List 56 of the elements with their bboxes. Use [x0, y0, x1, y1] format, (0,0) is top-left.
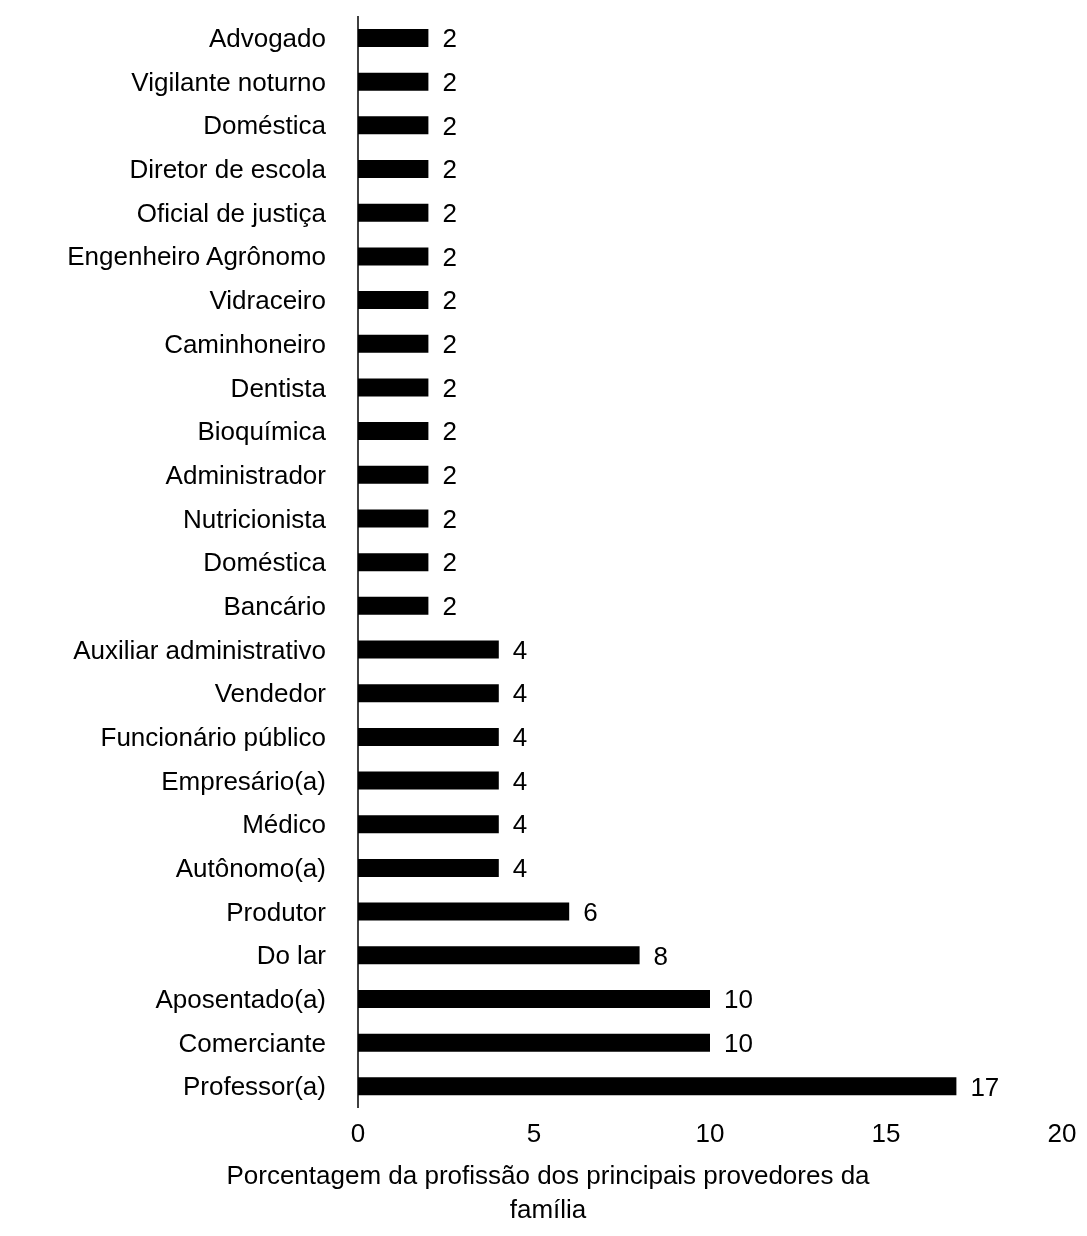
y-tick-label: Diretor de escola: [129, 154, 327, 185]
y-tick-label: Advogado: [208, 23, 326, 54]
data-label: 4: [512, 634, 528, 665]
data-label: 2: [442, 154, 457, 185]
data-label: 8: [653, 940, 669, 971]
y-tick-label: Engenheiro Agrônomo: [67, 241, 326, 272]
y-tick-label: Caminhoneiro: [164, 328, 326, 359]
y-tick-label: Doméstica: [203, 110, 327, 141]
x-tick-label: 5: [526, 1118, 542, 1149]
y-tick-label: Dentista: [230, 372, 327, 403]
y-tick-label: Comerciante: [178, 1027, 326, 1058]
data-label: 4: [512, 765, 528, 796]
x-tick-label: 0: [350, 1118, 366, 1149]
data-label: 4: [512, 853, 528, 884]
y-tick-label: Oficial de justiça: [136, 197, 327, 228]
y-tick-label: Nutricionista: [182, 503, 327, 534]
y-tick-label: Doméstica: [203, 547, 327, 578]
y-tick-label: Professor(a): [182, 1071, 326, 1102]
data-label: 2: [442, 416, 457, 447]
data-label: 4: [512, 809, 528, 840]
x-tick-label: 15: [871, 1118, 901, 1149]
y-tick-label: Administrador: [165, 459, 327, 490]
data-label: 2: [442, 503, 457, 534]
data-label: 10: [724, 1027, 753, 1058]
data-label: 2: [442, 285, 457, 316]
data-label: 4: [512, 678, 528, 709]
data-label: 4: [512, 722, 528, 753]
data-label: 2: [442, 460, 457, 491]
x-tick-label: 10: [695, 1118, 725, 1149]
data-label: 6: [583, 896, 598, 927]
y-tick-label: Vidraceiro: [209, 285, 326, 316]
data-label: 2: [442, 66, 457, 97]
y-tick-label: Bioquímica: [197, 416, 327, 447]
x-tick-label: 20: [1047, 1118, 1077, 1149]
y-tick-label: Auxiliar administrativo: [73, 634, 326, 665]
y-tick-label: Médico: [242, 809, 326, 840]
data-label: 2: [442, 110, 457, 141]
data-label: 2: [442, 328, 457, 359]
y-tick-label: Do lar: [256, 940, 327, 971]
data-label: 10: [724, 984, 753, 1015]
x-axis-title: Porcentagem da profissão dos principais provedores da família: [225, 1159, 871, 1226]
data-label: 17: [970, 1071, 1000, 1102]
y-tick-label: Aposentado(a): [155, 984, 326, 1015]
data-label: 2: [442, 241, 457, 272]
y-tick-label: Empresário(a): [161, 765, 326, 796]
y-tick-label: Produtor: [226, 896, 327, 927]
y-tick-label: Vigilante noturno: [131, 66, 326, 97]
data-label: 2: [442, 23, 457, 54]
data-label: 2: [442, 591, 457, 622]
y-tick-label: Funcionário público: [100, 721, 326, 752]
y-tick-label: Bancário: [223, 590, 326, 621]
data-label: 2: [442, 547, 457, 578]
data-label: 2: [442, 197, 457, 228]
y-tick-label: Vendedor: [214, 678, 327, 709]
data-label: 2: [442, 372, 457, 403]
y-tick-label: Autônomo(a): [175, 852, 326, 883]
